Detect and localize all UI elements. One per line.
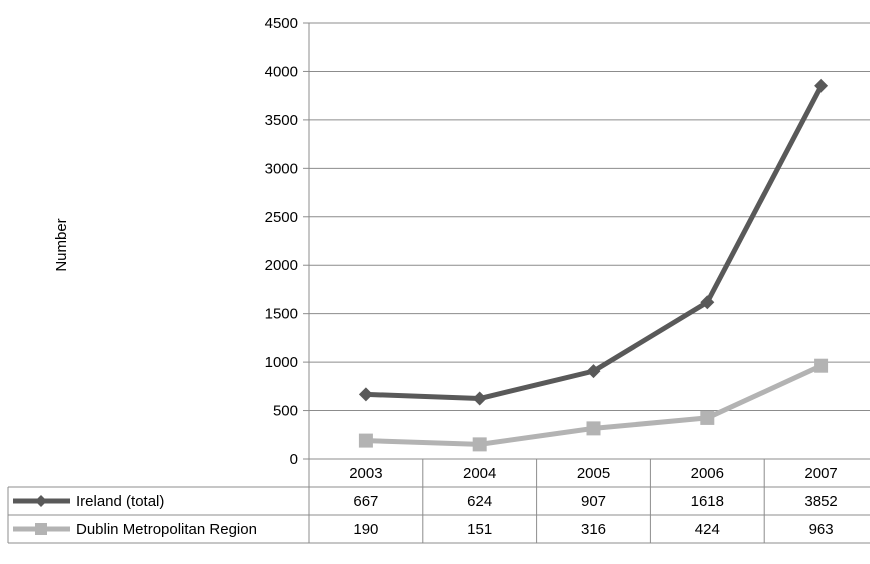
data-point-marker xyxy=(358,433,373,448)
x-category-label: 2006 xyxy=(691,465,724,482)
data-point-marker xyxy=(700,295,715,310)
table-value-cell: 667 xyxy=(353,493,378,510)
data-table: 2003 2004 2005 2006 2007 Ireland (total) 667 62… xyxy=(7,458,870,544)
y-axis: 0 500 1000 1500 2000 2500 3000 3500 4000 4500 xyxy=(265,15,310,468)
x-category-label: 2007 xyxy=(804,465,837,482)
x-category-label: 2003 xyxy=(349,465,382,482)
y-tick-label: 2500 xyxy=(265,209,298,226)
table-value-cell: 3852 xyxy=(804,493,837,510)
data-point-marker xyxy=(586,421,601,436)
table-value-cell: 424 xyxy=(695,521,720,538)
y-tick-label: 0 xyxy=(290,451,298,468)
table-value-cell: 151 xyxy=(467,521,492,538)
data-point-marker xyxy=(814,78,829,93)
legend-key-marker xyxy=(35,495,47,507)
y-tick-label: 4000 xyxy=(265,63,298,80)
y-tick-label: 3500 xyxy=(265,112,298,129)
table-value-cell: 1618 xyxy=(691,493,724,510)
data-point-marker xyxy=(472,391,487,406)
gridlines xyxy=(309,22,870,412)
x-category-label: 2004 xyxy=(463,465,496,482)
data-point-marker xyxy=(814,358,829,373)
table-value-cell: 624 xyxy=(467,493,492,510)
data-point-marker xyxy=(472,437,487,452)
legend-entry-label: Ireland (total) xyxy=(76,493,164,510)
data-point-marker xyxy=(586,364,601,379)
table-value-cell: 907 xyxy=(581,493,606,510)
legend-key-marker xyxy=(35,523,47,535)
y-tick-label: 2000 xyxy=(265,257,298,274)
series-group xyxy=(358,78,829,452)
y-axis-title: Number xyxy=(53,218,70,271)
y-tick-label: 1500 xyxy=(265,306,298,323)
y-tick-label: 3000 xyxy=(265,160,298,177)
legend-entry-label: Dublin Metropolitan Region xyxy=(76,521,257,538)
table-value-cell: 316 xyxy=(581,521,606,538)
table-value-cell: 190 xyxy=(353,521,378,538)
data-point-marker xyxy=(358,387,373,402)
data-point-marker xyxy=(700,410,715,425)
y-tick-label: 500 xyxy=(273,403,298,420)
y-tick-label: 1000 xyxy=(265,354,298,371)
series-line xyxy=(363,83,824,402)
x-category-label: 2005 xyxy=(577,465,610,482)
y-tick-label: 4500 xyxy=(265,15,298,32)
table-value-cell: 963 xyxy=(809,521,834,538)
